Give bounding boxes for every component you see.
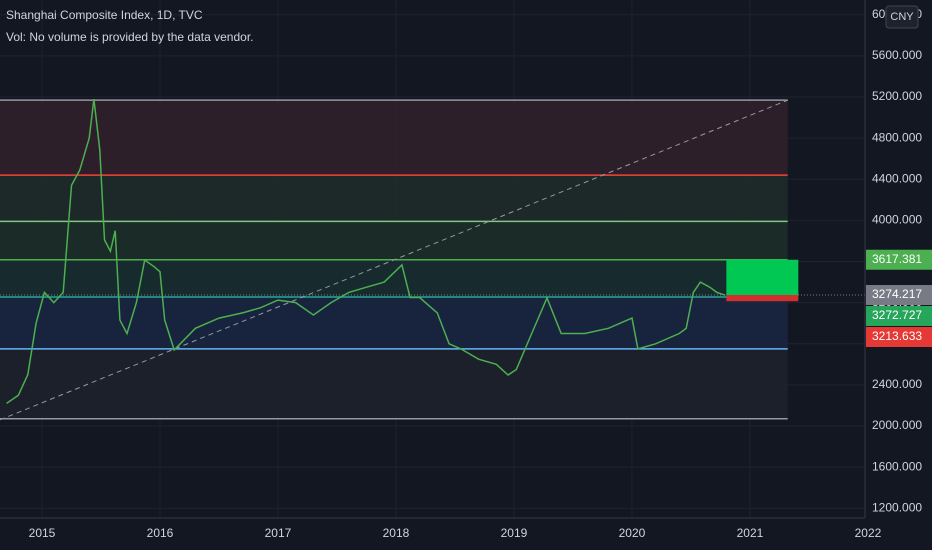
x-tick-label: 2019 [501,526,528,540]
trendline [0,99,788,421]
x-tick-label: 2020 [619,526,646,540]
position-target [726,259,799,296]
level-zone [0,100,788,176]
currency-label[interactable]: CNY [890,11,914,23]
price-label: 3272.727 [872,308,922,322]
price-label-bg [866,285,932,306]
level-zone [0,348,788,419]
x-tick-label: 2018 [383,526,410,540]
y-tick-label: 2000.000 [872,418,922,432]
chart-title: Shanghai Composite Index, 1D, TVC [6,8,203,22]
price-label-bg [866,327,932,348]
x-tick-label: 2022 [855,526,882,540]
y-tick-label: 2400.000 [872,377,922,391]
currency-button[interactable] [885,5,919,29]
y-tick-label: 4400.000 [872,171,922,185]
position-stop [726,295,799,302]
chart-subtitle: Vol: No volume is provided by the data v… [6,30,253,44]
x-tick-label: 2016 [147,526,174,540]
x-tick-label: 2015 [29,526,56,540]
y-tick-label: 5600.000 [872,48,922,62]
x-tick-label: 2017 [265,526,292,540]
x-tick-label: 2021 [737,526,764,540]
price-label-bg [866,306,932,327]
level-zone [0,175,788,222]
y-tick-label: 1200.000 [872,500,922,514]
axes: 1200.0001600.0002000.0002400.0002800.000… [29,7,932,540]
plot [0,0,869,518]
price-label: 3213.633 [872,329,922,343]
price-label: 3274.217 [872,287,922,301]
y-tick-label: 1600.000 [872,459,922,473]
y-tick-label: 4800.000 [872,130,922,144]
price-line [6,99,726,405]
price-label: 3617.381 [872,252,922,266]
level-zone [0,296,788,349]
y-tick-label: 4000.000 [872,213,922,227]
price-label-bg [866,249,932,270]
level-zone [0,259,788,297]
y-tick-label: 5200.000 [872,89,922,103]
level-zone [0,221,788,260]
price-axis [865,0,932,550]
